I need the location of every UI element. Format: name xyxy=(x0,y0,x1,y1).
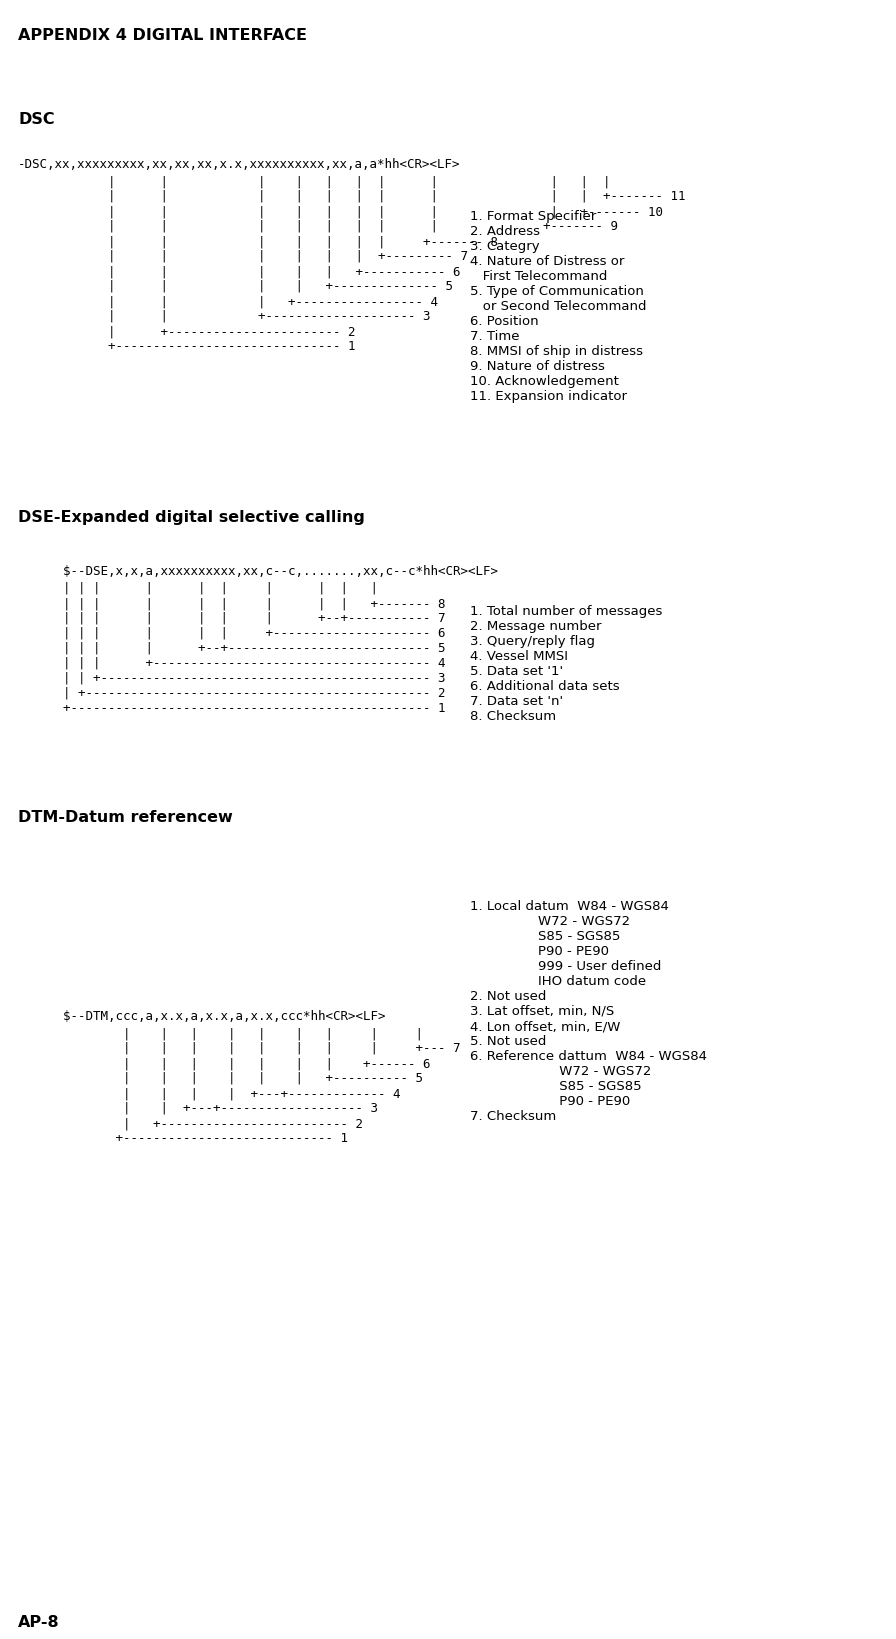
Text: First Telecommand: First Telecommand xyxy=(470,270,607,284)
Text: W72 - WGS72: W72 - WGS72 xyxy=(470,915,630,928)
Text: 1. Format Specifier: 1. Format Specifier xyxy=(470,210,596,223)
Text: or Second Telecommand: or Second Telecommand xyxy=(470,300,647,313)
Text: |    |   |    |   |    |   |     |     |: | | | | | | | | | xyxy=(18,1026,423,1039)
Text: 4. Lon offset, min, E/W: 4. Lon offset, min, E/W xyxy=(470,1019,620,1033)
Text: |   +------------------------- 2: | +------------------------- 2 xyxy=(18,1116,363,1129)
Text: P90 - PE90: P90 - PE90 xyxy=(470,1095,630,1108)
Text: |    |  +---+------------------- 3: | | +---+------------------- 3 xyxy=(18,1101,378,1115)
Text: 8. MMSI of ship in distress: 8. MMSI of ship in distress xyxy=(470,344,643,357)
Text: 7. Time: 7. Time xyxy=(470,329,520,343)
Text: |      |            |    |   |   |  |      |               |   +------- 10: | | | | | | | | | +------- 10 xyxy=(18,205,663,218)
Text: 8. Checksum: 8. Checksum xyxy=(470,710,556,723)
Text: |    |   |    |   |    |   |     |     +--- 7: | | | | | | | | +--- 7 xyxy=(18,1041,461,1054)
Text: $--DSE,x,x,a,xxxxxxxxxx,xx,c--c,.......,xx,c--c*hh<CR><LF>: $--DSE,x,x,a,xxxxxxxxxx,xx,c--c,.......,… xyxy=(18,565,498,577)
Text: |    |   |    |   |    |   |    +------ 6: | | | | | | | +------ 6 xyxy=(18,1057,430,1069)
Text: +---------------------------- 1: +---------------------------- 1 xyxy=(18,1131,348,1144)
Text: | | |      |      |  |     |      |  |   +------- 8: | | | | | | | | | +------- 8 xyxy=(18,597,445,610)
Text: |      |            |    |   |   +----------- 6: | | | | | +----------- 6 xyxy=(18,266,461,279)
Text: $--DTM,ccc,a,x.x,a,x.x,a,x.x,ccc*hh<CR><LF>: $--DTM,ccc,a,x.x,a,x.x,a,x.x,ccc*hh<CR><… xyxy=(18,1010,385,1023)
Text: AP-8: AP-8 xyxy=(18,1614,60,1629)
Text: +------------------------------------------------ 1: +---------------------------------------… xyxy=(18,701,445,715)
Text: 7. Data set 'n': 7. Data set 'n' xyxy=(470,695,563,708)
Text: 9. Nature of distress: 9. Nature of distress xyxy=(470,361,605,372)
Text: | | |      +------------------------------------- 4: | | | +---------------------------------… xyxy=(18,657,445,670)
Text: 11. Expansion indicator: 11. Expansion indicator xyxy=(470,390,627,403)
Text: 2. Address: 2. Address xyxy=(470,225,540,238)
Text: 3. Query/reply flag: 3. Query/reply flag xyxy=(470,634,595,647)
Text: |    |   |    |   |    |   +---------- 5: | | | | | | +---------- 5 xyxy=(18,1072,423,1085)
Text: +------------------------------ 1: +------------------------------ 1 xyxy=(18,339,356,352)
Text: P90 - PE90: P90 - PE90 xyxy=(470,944,609,957)
Text: 7. Checksum: 7. Checksum xyxy=(470,1110,556,1123)
Text: APPENDIX 4 DIGITAL INTERFACE: APPENDIX 4 DIGITAL INTERFACE xyxy=(18,28,307,43)
Text: 1. Total number of messages: 1. Total number of messages xyxy=(470,605,662,618)
Text: |      |            |   +----------------- 4: | | | +----------------- 4 xyxy=(18,295,438,308)
Text: |    |   |    |  +---+------------- 4: | | | | +---+------------- 4 xyxy=(18,1087,401,1100)
Text: DTM-Datum referencew: DTM-Datum referencew xyxy=(18,810,233,824)
Text: DSE-Expanded digital selective calling: DSE-Expanded digital selective calling xyxy=(18,510,365,524)
Text: IHO datum code: IHO datum code xyxy=(470,975,646,987)
Text: |      |            |    |   |   |  |     +------- 8: | | | | | | | +------- 8 xyxy=(18,234,498,247)
Text: |      |            +-------------------- 3: | | +-------------------- 3 xyxy=(18,310,430,323)
Text: |      +----------------------- 2: | +----------------------- 2 xyxy=(18,325,356,338)
Text: |      |            |    |   |   |  |      |               |   |  +------- 11: | | | | | | | | | | +------- 11 xyxy=(18,190,685,203)
Text: 2. Message number: 2. Message number xyxy=(470,620,601,633)
Text: 4. Vessel MMSI: 4. Vessel MMSI xyxy=(470,649,568,662)
Text: 10. Acknowledgement: 10. Acknowledgement xyxy=(470,375,619,388)
Text: DSC: DSC xyxy=(18,111,55,126)
Text: |      |            |    |   |   |  |      |              +------- 9: | | | | | | | | +------- 9 xyxy=(18,220,618,233)
Text: S85 - SGS85: S85 - SGS85 xyxy=(470,1080,642,1092)
Text: | | |      |      |  |     +--------------------- 6: | | | | | | +--------------------- 6 xyxy=(18,626,445,639)
Text: 5. Not used: 5. Not used xyxy=(470,1034,547,1047)
Text: 6. Additional data sets: 6. Additional data sets xyxy=(470,680,620,693)
Text: |      |            |    |   |   |  |      |               |   |  |: | | | | | | | | | | | xyxy=(18,175,610,188)
Text: | | +-------------------------------------------- 3: | | +-----------------------------------… xyxy=(18,672,445,685)
Text: 999 - User defined: 999 - User defined xyxy=(470,959,661,972)
Text: | | |      |      |  |     |      |  |   |: | | | | | | | | | | xyxy=(18,582,378,595)
Text: |      |            |    |   +-------------- 5: | | | | +-------------- 5 xyxy=(18,280,453,293)
Text: 3. Lat offset, min, N/S: 3. Lat offset, min, N/S xyxy=(470,1005,615,1018)
Text: |      |            |    |   |   |  +--------- 7: | | | | | | +--------- 7 xyxy=(18,249,468,262)
Text: 5. Data set '1': 5. Data set '1' xyxy=(470,664,563,677)
Text: S85 - SGS85: S85 - SGS85 xyxy=(470,929,620,942)
Text: 5. Type of Communication: 5. Type of Communication xyxy=(470,285,644,298)
Text: -DSC,xx,xxxxxxxxx,xx,xx,xx,x.x,xxxxxxxxxx,xx,a,a*hh<CR><LF>: -DSC,xx,xxxxxxxxx,xx,xx,xx,x.x,xxxxxxxxx… xyxy=(18,157,461,170)
Text: | | |      |      +--+--------------------------- 5: | | | | +--+--------------------------- … xyxy=(18,641,445,654)
Text: 2. Not used: 2. Not used xyxy=(470,990,547,1003)
Text: 6. Reference dattum  W84 - WGS84: 6. Reference dattum W84 - WGS84 xyxy=(470,1049,707,1062)
Text: 6. Position: 6. Position xyxy=(470,315,538,328)
Text: 1. Local datum  W84 - WGS84: 1. Local datum W84 - WGS84 xyxy=(470,900,669,913)
Text: 4. Nature of Distress or: 4. Nature of Distress or xyxy=(470,254,625,267)
Text: | +---------------------------------------------- 2: | +-------------------------------------… xyxy=(18,687,445,700)
Text: 3. Categry: 3. Categry xyxy=(470,239,539,252)
Text: | | |      |      |  |     |      +--+----------- 7: | | | | | | | +--+----------- 7 xyxy=(18,611,445,624)
Text: W72 - WGS72: W72 - WGS72 xyxy=(470,1064,651,1077)
